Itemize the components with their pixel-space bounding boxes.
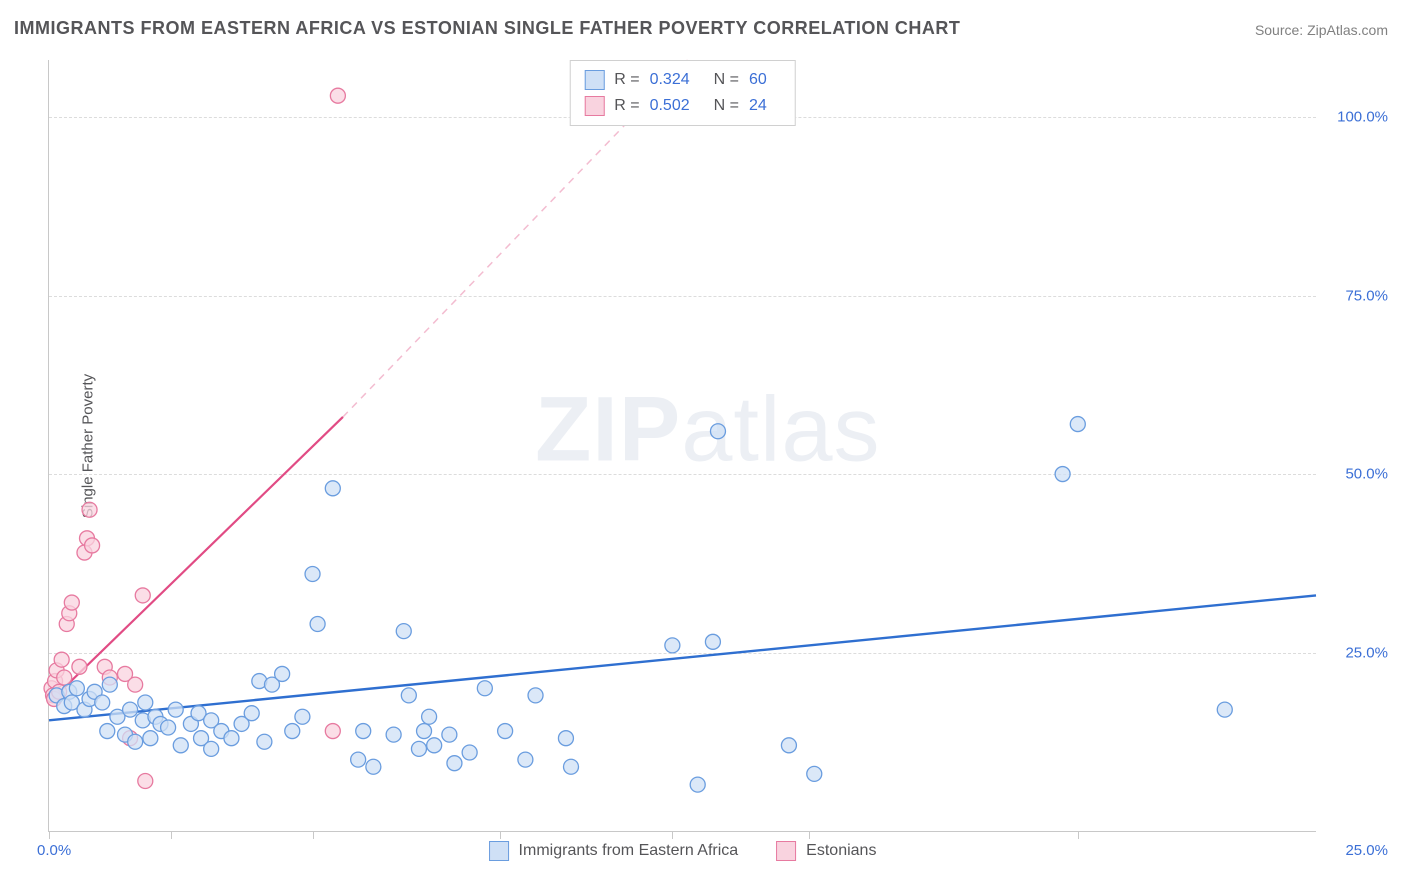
data-point <box>558 731 573 746</box>
data-point <box>518 752 533 767</box>
data-point <box>168 702 183 717</box>
data-point <box>244 706 259 721</box>
y-tick-label: 25.0% <box>1345 644 1388 661</box>
data-point <box>564 759 579 774</box>
data-point <box>128 677 143 692</box>
r-label: R = <box>614 93 639 119</box>
data-point <box>325 724 340 739</box>
plot-svg <box>49 60 1316 831</box>
data-point <box>138 695 153 710</box>
x-tick <box>809 831 810 839</box>
legend-row-series1: R = 0.324 N = 60 <box>584 67 781 93</box>
data-point <box>57 670 72 685</box>
data-point <box>447 756 462 771</box>
legend-row-series2: R = 0.502 N = 24 <box>584 93 781 119</box>
r-value-series2: 0.502 <box>650 93 690 119</box>
n-value-series1: 60 <box>749 67 767 93</box>
data-point <box>138 774 153 789</box>
data-point <box>528 688 543 703</box>
data-point <box>422 709 437 724</box>
data-point <box>710 424 725 439</box>
data-point <box>807 766 822 781</box>
data-point <box>161 720 176 735</box>
data-point <box>417 724 432 739</box>
data-point <box>95 695 110 710</box>
data-point <box>64 595 79 610</box>
trend-line <box>49 595 1316 720</box>
data-point <box>204 741 219 756</box>
swatch-series1 <box>489 841 509 861</box>
data-point <box>257 734 272 749</box>
swatch-series1 <box>584 70 604 90</box>
correlation-legend: R = 0.324 N = 60 R = 0.502 N = 24 <box>569 60 796 126</box>
x-axis-max-label: 25.0% <box>1345 842 1388 859</box>
data-point <box>54 652 69 667</box>
data-point <box>143 731 158 746</box>
data-point <box>82 502 97 517</box>
data-point <box>1070 417 1085 432</box>
y-tick-label: 75.0% <box>1345 287 1388 304</box>
data-point <box>310 616 325 631</box>
data-point <box>102 677 117 692</box>
data-point <box>224 731 239 746</box>
data-point <box>705 634 720 649</box>
data-point <box>100 724 115 739</box>
n-value-series2: 24 <box>749 93 767 119</box>
data-point <box>356 724 371 739</box>
x-tick <box>171 831 172 839</box>
data-point <box>442 727 457 742</box>
x-tick <box>49 831 50 839</box>
source-attribution: Source: ZipAtlas.com <box>1255 22 1388 38</box>
series-legend: Immigrants from Eastern Africa Estonians <box>489 841 877 861</box>
source-prefix: Source: <box>1255 22 1307 38</box>
data-point <box>477 681 492 696</box>
data-point <box>123 702 138 717</box>
source-name: ZipAtlas.com <box>1307 22 1388 38</box>
trend-line <box>49 417 343 703</box>
data-point <box>285 724 300 739</box>
data-point <box>128 734 143 749</box>
data-point <box>330 88 345 103</box>
y-tick-label: 50.0% <box>1345 466 1388 483</box>
x-tick <box>313 831 314 839</box>
data-point <box>1055 467 1070 482</box>
r-label: R = <box>614 67 639 93</box>
swatch-series2 <box>776 841 796 861</box>
x-tick <box>672 831 673 839</box>
y-tick-label: 100.0% <box>1337 109 1388 126</box>
data-point <box>85 538 100 553</box>
data-point <box>427 738 442 753</box>
x-axis-min-label: 0.0% <box>37 842 71 859</box>
data-point <box>1217 702 1232 717</box>
swatch-series2 <box>584 96 604 116</box>
data-point <box>498 724 513 739</box>
data-point <box>366 759 381 774</box>
r-value-series1: 0.324 <box>650 67 690 93</box>
plot-area: ZIPatlas 25.0%50.0%75.0%100.0% R = 0.324… <box>48 60 1316 832</box>
data-point <box>665 638 680 653</box>
data-point <box>386 727 401 742</box>
series2-label: Estonians <box>806 842 876 860</box>
data-point <box>351 752 366 767</box>
data-point <box>411 741 426 756</box>
x-tick <box>500 831 501 839</box>
data-point <box>305 567 320 582</box>
data-point <box>173 738 188 753</box>
n-label: N = <box>714 93 739 119</box>
chart-title: IMMIGRANTS FROM EASTERN AFRICA VS ESTONI… <box>14 18 960 39</box>
data-point <box>690 777 705 792</box>
x-tick <box>1078 831 1079 839</box>
data-point <box>69 681 84 696</box>
data-point <box>72 659 87 674</box>
series1-label: Immigrants from Eastern Africa <box>519 842 739 860</box>
data-point <box>275 666 290 681</box>
data-point <box>135 588 150 603</box>
data-point <box>462 745 477 760</box>
data-point <box>295 709 310 724</box>
n-label: N = <box>714 67 739 93</box>
data-point <box>325 481 340 496</box>
data-point <box>781 738 796 753</box>
data-point <box>396 624 411 639</box>
data-point <box>401 688 416 703</box>
